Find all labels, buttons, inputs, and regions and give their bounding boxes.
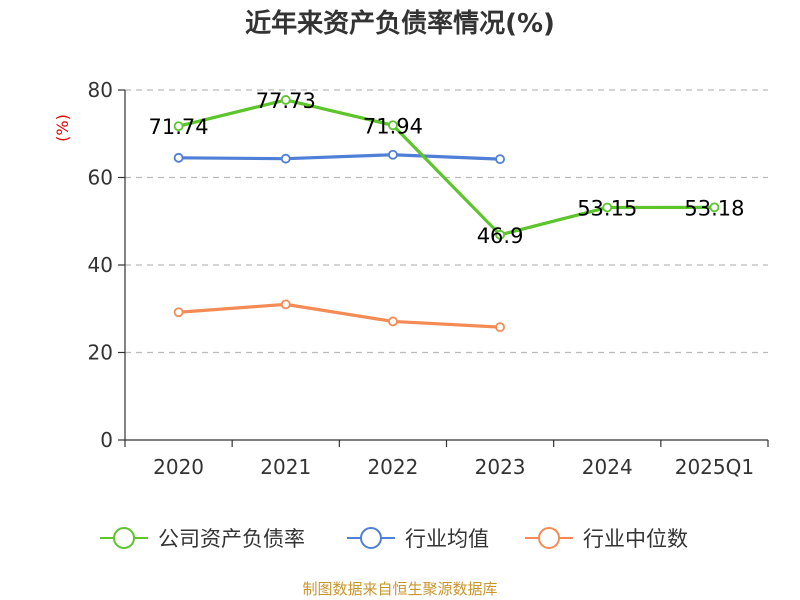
- data-label-2021: 77.73: [256, 89, 316, 113]
- data-label-2020: 71.74: [149, 115, 209, 139]
- source-note: 制图数据来自恒生聚源数据库: [302, 580, 497, 598]
- point-s1-2022: [388, 149, 398, 160]
- legend-item-1[interactable]: 行业均值: [347, 527, 489, 551]
- point-s1-2020: [173, 152, 184, 163]
- series-layer: [173, 95, 720, 333]
- x-tick-label-2023: 2023: [475, 455, 526, 479]
- data-labels: 71.74 77.73 71.94 46.9 53.15 53.18: [149, 89, 745, 248]
- series-line-2: [178, 302, 501, 329]
- x-tick-label-2024: 2024: [582, 455, 633, 479]
- legend-item-0[interactable]: 公司资产负债率: [100, 527, 305, 551]
- x-tick-label-2020: 2020: [153, 455, 204, 479]
- x-tick-label-2022: 2022: [367, 455, 418, 479]
- point-s0-2024: [602, 202, 613, 213]
- grid: [125, 89, 768, 354]
- legend-label-1: 行业均值: [405, 527, 489, 551]
- chart-title: 近年来资产负债率情况(%): [245, 8, 555, 39]
- data-label-2025Q1: 53.18: [684, 196, 744, 220]
- point-s2-2023: [495, 322, 505, 333]
- point-s0-2023: [495, 229, 505, 240]
- axes: 0 20 40 60 80 2020 2021 2022 2023 2024 2025Q1: [88, 78, 769, 479]
- legend-marker-1: [360, 527, 382, 549]
- y-tick-label-0: 0: [100, 428, 113, 452]
- series-line-0: [178, 98, 715, 237]
- point-s1-2021: [280, 153, 291, 164]
- point-s2-2021: [280, 299, 291, 310]
- point-s0-2020: [173, 121, 184, 132]
- legend-label-0: 公司资产负债率: [158, 527, 305, 551]
- legend-marker-2: [538, 527, 560, 549]
- x-tick-label-2021: 2021: [260, 455, 311, 479]
- series-line-1: [178, 153, 501, 161]
- point-s0-2025Q1: [709, 202, 720, 213]
- y-tick-label-60: 60: [88, 166, 113, 190]
- data-label-2024: 53.15: [577, 196, 637, 220]
- y-tick-label-40: 40: [88, 253, 113, 277]
- legend-label-2: 行业中位数: [583, 527, 688, 551]
- y-axis-unit: (%): [53, 114, 72, 142]
- y-tick-label-80: 80: [88, 78, 113, 102]
- x-tick-label-2025Q1: 2025Q1: [675, 455, 754, 479]
- data-label-2022: 71.94: [363, 114, 423, 138]
- legend[interactable]: 公司资产负债率 行业均值 行业中位数: [100, 527, 688, 551]
- point-s2-2020: [173, 307, 184, 318]
- point-s0-2021: [280, 95, 291, 105]
- point-s2-2022: [388, 316, 398, 327]
- data-label-2023: 46.9: [477, 224, 524, 248]
- point-s1-2023: [495, 154, 505, 165]
- legend-marker-0: [113, 527, 135, 549]
- legend-item-2[interactable]: 行业中位数: [525, 527, 688, 551]
- y-tick-label-20: 20: [88, 341, 113, 365]
- point-s0-2022: [388, 120, 398, 131]
